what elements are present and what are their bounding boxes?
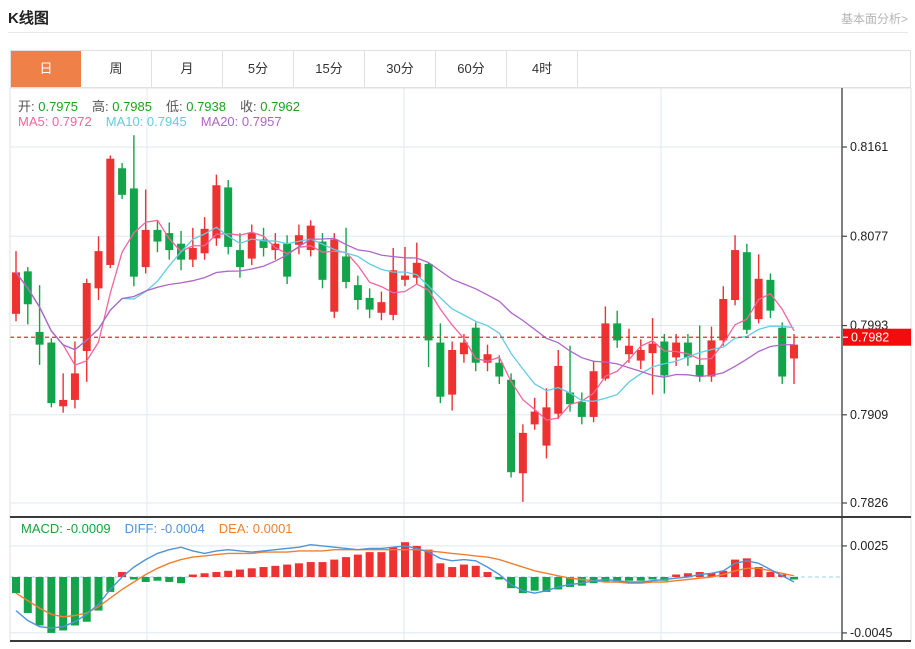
indicator-label: MA10: bbox=[105, 114, 147, 129]
indicator-label: DIFF: bbox=[124, 521, 161, 536]
period-tab-bar: 日周月 5分 15分 30分 60分 4时 bbox=[10, 50, 911, 88]
ma-row-ma10: MA10: 0.7945 bbox=[106, 114, 187, 129]
axis-tick-label: 0.0025 bbox=[850, 539, 888, 553]
axis-tick-label: 0.8161 bbox=[850, 140, 888, 154]
indicator-value: 0.7972 bbox=[51, 114, 92, 129]
axis-tick-label: 0.8077 bbox=[850, 229, 888, 243]
indicator-value: -0.0009 bbox=[66, 521, 111, 536]
indicator-label: 低: bbox=[166, 99, 187, 114]
title-divider bbox=[8, 32, 908, 33]
ohlc-row-high: 高: 0.7985 bbox=[92, 99, 152, 114]
macd-row-macd: MACD: -0.0009 bbox=[21, 521, 111, 536]
tab-15min[interactable]: 15分 bbox=[294, 51, 365, 87]
macd-row-dea: DEA: 0.0001 bbox=[219, 521, 293, 536]
indicator-value: 0.7975 bbox=[38, 99, 78, 114]
current-price-badge bbox=[843, 328, 911, 346]
indicator-value: 0.0001 bbox=[252, 521, 293, 536]
indicator-label: 高: bbox=[92, 99, 113, 114]
macd-row-diff: DIFF: -0.0004 bbox=[125, 521, 205, 536]
indicator-value: 0.7938 bbox=[186, 99, 226, 114]
indicator-label: MA5: bbox=[18, 114, 52, 129]
ohlc-row-open: 开: 0.7975 bbox=[18, 99, 78, 114]
ohlc-row: 开: 0.7975 高: 0.7985 低: 0.7938 收: 0.7962 bbox=[18, 96, 314, 115]
indicator-value: 0.7962 bbox=[260, 99, 300, 114]
axis-tick-label: 0.7909 bbox=[850, 408, 888, 422]
page-title: K线图 bbox=[8, 10, 49, 27]
tab-day[interactable]: 日 bbox=[11, 51, 81, 87]
axis-tick-label: 0.7826 bbox=[850, 496, 888, 510]
ohlc-row-low: 低: 0.7938 bbox=[166, 99, 226, 114]
ma-row-ma20: MA20: 0.7957 bbox=[201, 114, 282, 129]
indicator-label: 开: bbox=[18, 99, 39, 114]
indicator-label: MACD: bbox=[21, 521, 67, 536]
fundamental-analysis-link[interactable]: 基本面分析> bbox=[840, 12, 908, 26]
current-price-badge-value: 0.7982 bbox=[851, 331, 889, 345]
tab-5min[interactable]: 5分 bbox=[223, 51, 294, 87]
indicator-value: 0.7945 bbox=[146, 114, 187, 129]
indicator-value: -0.0004 bbox=[160, 521, 205, 536]
axis-tick-label: -0.0045 bbox=[850, 626, 892, 640]
ma-row: MA5: 0.7972 MA10: 0.7945 MA20: 0.7957 bbox=[18, 114, 296, 129]
ohlc-row-close: 收: 0.7962 bbox=[240, 99, 300, 114]
ma-row-ma5: MA5: 0.7972 bbox=[18, 114, 92, 129]
indicator-value: 0.7985 bbox=[112, 99, 152, 114]
tab-60min[interactable]: 60分 bbox=[436, 51, 507, 87]
tab-4hour[interactable]: 4时 bbox=[507, 51, 578, 87]
indicator-value: 0.7957 bbox=[241, 114, 282, 129]
indicator-label: MA20: bbox=[200, 114, 242, 129]
indicator-label: DEA: bbox=[218, 521, 253, 536]
tab-week[interactable]: 周 bbox=[81, 51, 152, 87]
macd-indicator-row: MACD: -0.0009 DIFF: -0.0004 DEA: 0.0001 bbox=[21, 521, 307, 536]
indicator-label: 收: bbox=[240, 99, 261, 114]
tab-month[interactable]: 月 bbox=[152, 51, 223, 87]
tab-30min[interactable]: 30分 bbox=[365, 51, 436, 87]
